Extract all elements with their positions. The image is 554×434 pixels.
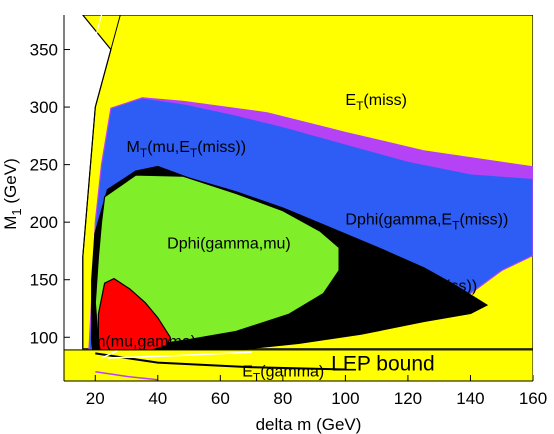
x-tick-label: 40 xyxy=(148,389,167,408)
x-axis-label: delta m (GeV) xyxy=(256,415,362,434)
x-tick-label: 60 xyxy=(211,389,230,408)
label-mt-mu-et-miss: MT(mu,ET(miss)) xyxy=(127,139,247,160)
white-contour-short xyxy=(101,350,118,359)
label-et-gamma: ET(gamma) xyxy=(242,363,324,384)
region-labels: ET(miss) MT(mu,ET(miss)) Dphi(gamma,ET(mis… xyxy=(92,92,508,385)
et-gamma-contour-purple xyxy=(95,371,158,381)
x-tick-label: 120 xyxy=(394,389,422,408)
label-dphi-gamma-mu: Dphi(gamma,mu) xyxy=(167,236,291,253)
x-tick-label: 80 xyxy=(273,389,292,408)
plot-area xyxy=(64,15,533,381)
axes: 20 40 60 80 100 120 140 160 100 150 200 250 300 350 xyxy=(30,15,547,408)
et-miss-boundary xyxy=(82,15,121,349)
y-tick-label: 250 xyxy=(30,156,58,175)
x-tick-label: 100 xyxy=(331,389,359,408)
y-axis-label: M1 (GeV) xyxy=(1,158,24,229)
white-boundary xyxy=(64,15,103,303)
region-m-mu-gamma xyxy=(97,277,171,357)
label-et-miss: ET(miss) xyxy=(345,92,407,113)
white-contour xyxy=(107,351,252,359)
x-tick-label: 20 xyxy=(86,389,105,408)
y-tick-label: 150 xyxy=(30,271,58,290)
x-tick-label: 160 xyxy=(519,389,547,408)
y-tick-label: 200 xyxy=(30,213,58,232)
label-dphi-gamma-et-miss: Dphi(gamma,ET(miss)) xyxy=(345,211,508,232)
label-m-mu-gamma: m(mu,gamma) xyxy=(92,333,196,350)
x-tick-label: 140 xyxy=(456,389,484,408)
y-tick-label: 350 xyxy=(30,41,58,60)
y-tick-label: 300 xyxy=(30,98,58,117)
y-tick-label: 100 xyxy=(30,328,58,347)
lep-bound-band xyxy=(64,349,533,381)
label-dphi-mu-et-miss: Dphi(mu,ET(miss)) xyxy=(345,278,477,299)
label-lep-bound: LEP bound xyxy=(331,353,435,376)
region-dphi-gamma-mu xyxy=(94,174,340,350)
